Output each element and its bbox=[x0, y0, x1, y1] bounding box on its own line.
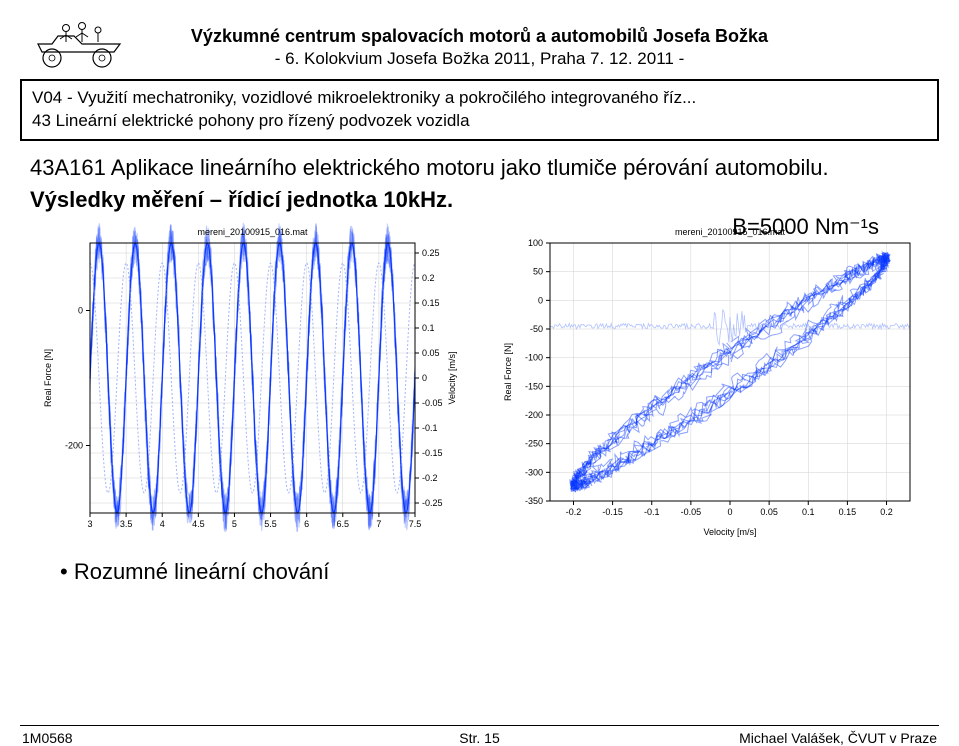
svg-text:0.2: 0.2 bbox=[422, 273, 435, 283]
bullet-line: • Rozumné lineární chování bbox=[60, 559, 959, 585]
svg-text:7.5: 7.5 bbox=[408, 519, 421, 529]
svg-text:100: 100 bbox=[527, 238, 542, 248]
svg-text:Velocity [m/s]: Velocity [m/s] bbox=[447, 351, 457, 404]
svg-text:7: 7 bbox=[376, 519, 381, 529]
equation-text: B=5000 Nm⁻¹s bbox=[732, 214, 879, 240]
logo-image bbox=[24, 8, 134, 70]
svg-text:mereni_20100915_016.mat: mereni_20100915_016.mat bbox=[197, 227, 308, 237]
svg-text:-150: -150 bbox=[524, 381, 542, 391]
svg-text:0.2: 0.2 bbox=[880, 507, 893, 517]
svg-text:-0.15: -0.15 bbox=[602, 507, 623, 517]
svg-text:0: 0 bbox=[422, 373, 427, 383]
svg-text:-350: -350 bbox=[524, 496, 542, 506]
svg-text:0: 0 bbox=[537, 295, 542, 305]
svg-text:0.15: 0.15 bbox=[422, 298, 440, 308]
svg-text:-0.1: -0.1 bbox=[643, 507, 659, 517]
svg-text:-0.1: -0.1 bbox=[422, 423, 438, 433]
svg-text:-100: -100 bbox=[524, 353, 542, 363]
svg-text:3: 3 bbox=[87, 519, 92, 529]
svg-text:-50: -50 bbox=[529, 324, 542, 334]
svg-text:0: 0 bbox=[77, 305, 82, 315]
svg-text:-0.05: -0.05 bbox=[680, 507, 701, 517]
svg-text:0: 0 bbox=[727, 507, 732, 517]
svg-text:4: 4 bbox=[159, 519, 164, 529]
subtitle: - 6. Kolokvium Josefa Božka 2011, Praha … bbox=[20, 49, 939, 69]
svg-text:3.5: 3.5 bbox=[119, 519, 132, 529]
chart-left: 3 3.5 4 4.5 5 5.5 6 6.5 7 7.5 -200 0 -0.25 -0.2 -0.15 -… bbox=[35, 221, 465, 541]
chart-right-wrap: -0.2 -0.15 -0.1 -0.05 0 0.05 0.1 0.15 0.2 -350 -30… bbox=[495, 221, 925, 541]
svg-text:5.5: 5.5 bbox=[264, 519, 277, 529]
svg-text:-250: -250 bbox=[524, 439, 542, 449]
svg-text:6: 6 bbox=[304, 519, 309, 529]
box-line-2: 43 Lineární elektrické pohony pro řízený… bbox=[32, 110, 927, 133]
svg-text:50: 50 bbox=[532, 267, 542, 277]
footer: 1M0568 Str. 15 Michael Valášek, ČVUT v P… bbox=[0, 725, 959, 730]
svg-text:6.5: 6.5 bbox=[336, 519, 349, 529]
svg-text:0.1: 0.1 bbox=[802, 507, 815, 517]
svg-text:-0.05: -0.05 bbox=[422, 398, 443, 408]
svg-text:-200: -200 bbox=[524, 410, 542, 420]
svg-text:0.1: 0.1 bbox=[422, 323, 435, 333]
results-title: Výsledky měření – řídicí jednotka 10kHz. bbox=[30, 187, 453, 213]
svg-text:-0.2: -0.2 bbox=[565, 507, 581, 517]
svg-text:Real Force [N]: Real Force [N] bbox=[43, 349, 53, 407]
box-line-1: V04 - Využití mechatroniky, vozidlové mi… bbox=[32, 87, 927, 110]
svg-text:0.25: 0.25 bbox=[422, 248, 440, 258]
svg-text:-0.25: -0.25 bbox=[422, 498, 443, 508]
chart-right: -0.2 -0.15 -0.1 -0.05 0 0.05 0.1 0.15 0.2 -350 -30… bbox=[495, 221, 925, 541]
main-title: Výzkumné centrum spalovacích motorů a au… bbox=[20, 26, 939, 47]
svg-text:-200: -200 bbox=[64, 440, 82, 450]
svg-text:-300: -300 bbox=[524, 467, 542, 477]
svg-text:4.5: 4.5 bbox=[192, 519, 205, 529]
svg-text:-0.15: -0.15 bbox=[422, 448, 443, 458]
svg-text:5: 5 bbox=[231, 519, 236, 529]
svg-text:-0.2: -0.2 bbox=[422, 473, 438, 483]
section-title: 43A161 Aplikace lineárního elektrického … bbox=[30, 155, 959, 181]
svg-text:0.05: 0.05 bbox=[422, 348, 440, 358]
svg-text:Velocity [m/s]: Velocity [m/s] bbox=[703, 527, 756, 537]
svg-text:0.05: 0.05 bbox=[760, 507, 778, 517]
project-box: V04 - Využití mechatroniky, vozidlové mi… bbox=[20, 79, 939, 141]
svg-text:Real Force [N]: Real Force [N] bbox=[503, 343, 513, 401]
chart-left-wrap: 3 3.5 4 4.5 5 5.5 6 6.5 7 7.5 -200 0 -0.25 -0.2 -0.15 -… bbox=[35, 221, 465, 541]
svg-text:0.15: 0.15 bbox=[838, 507, 856, 517]
